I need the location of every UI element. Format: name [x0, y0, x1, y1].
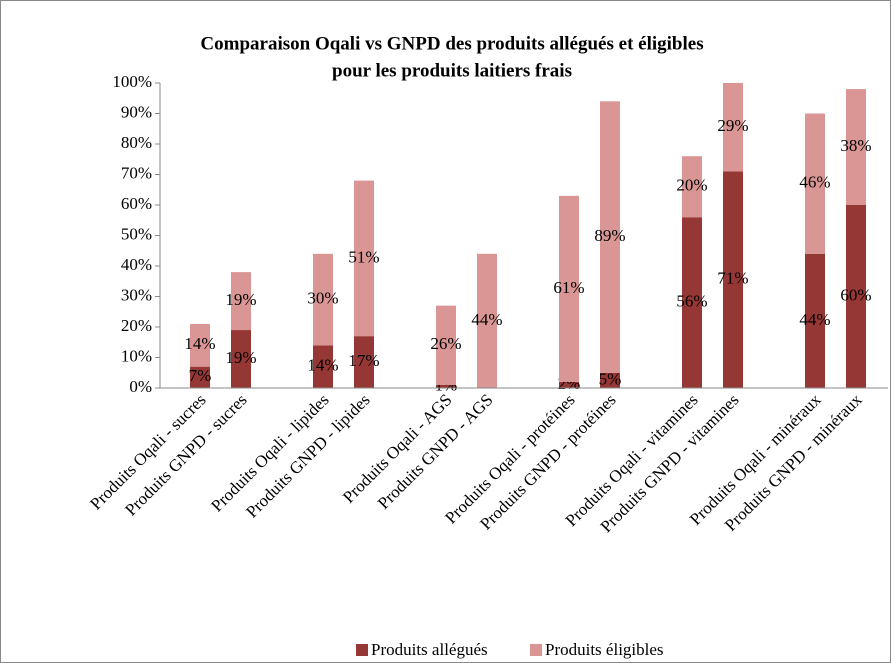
bar-segment — [805, 253, 825, 388]
y-tick-label: 100% — [112, 72, 152, 91]
y-tick-label: 50% — [121, 224, 152, 243]
bar-segment — [313, 345, 333, 388]
data-label: 14% — [307, 356, 338, 375]
data-label: 89% — [594, 226, 625, 245]
bar-segment — [231, 272, 251, 331]
data-label: 20% — [676, 176, 707, 195]
y-tick-label: 80% — [121, 133, 152, 152]
data-label: 71% — [717, 269, 748, 288]
bar-segment — [600, 101, 620, 373]
bar-segment — [477, 253, 497, 388]
legend-swatch — [356, 644, 368, 656]
bar-segment — [805, 113, 825, 254]
data-label: 7% — [189, 366, 212, 385]
bar-segment — [723, 83, 743, 172]
bar-segment — [354, 180, 374, 337]
data-label: 29% — [717, 116, 748, 135]
bar-segment — [723, 171, 743, 388]
legend-label: Produits allégués — [371, 640, 488, 659]
bar-segment — [436, 305, 456, 385]
y-tick-label: 10% — [121, 346, 152, 365]
bar-segment — [354, 336, 374, 388]
bar-segment — [231, 330, 251, 388]
bar-segment — [682, 217, 702, 388]
y-tick-label: 60% — [121, 194, 152, 213]
data-label: 38% — [840, 136, 871, 155]
chart-title: pour les produits laitiers frais — [332, 60, 572, 81]
data-label: 17% — [348, 351, 379, 370]
data-label: 30% — [307, 288, 338, 307]
data-label: 44% — [799, 310, 830, 329]
y-tick-label: 90% — [121, 102, 152, 121]
data-label: 46% — [799, 173, 830, 192]
data-label: 44% — [471, 310, 502, 329]
data-label: 19% — [225, 290, 256, 309]
bar-segment — [846, 89, 866, 205]
bar-segment — [559, 381, 579, 388]
bar-segment — [190, 366, 210, 388]
data-label: 26% — [430, 334, 461, 353]
y-tick-label: 70% — [121, 163, 152, 182]
y-tick-label: 0% — [129, 377, 152, 396]
y-tick-label: 20% — [121, 316, 152, 335]
data-label: 51% — [348, 247, 379, 266]
bar-segment — [436, 384, 456, 388]
data-label: 5% — [599, 369, 622, 388]
data-label: 14% — [184, 334, 215, 353]
bar-segment — [600, 372, 620, 388]
data-label: 61% — [553, 278, 584, 297]
bar-segment — [682, 156, 702, 218]
legend-swatch — [530, 644, 542, 656]
bar-segment — [559, 195, 579, 382]
data-label: 60% — [840, 285, 871, 304]
bar-segment — [846, 205, 866, 388]
data-label: 56% — [676, 292, 707, 311]
bar-segment — [313, 253, 333, 346]
chart-title: Comparaison Oqali vs GNPD des produits a… — [200, 33, 703, 54]
legend-label: Produits éligibles — [545, 640, 664, 659]
data-label: 19% — [225, 348, 256, 367]
y-tick-label: 30% — [121, 285, 152, 304]
y-tick-label: 40% — [121, 255, 152, 274]
bar-segment — [190, 323, 210, 367]
